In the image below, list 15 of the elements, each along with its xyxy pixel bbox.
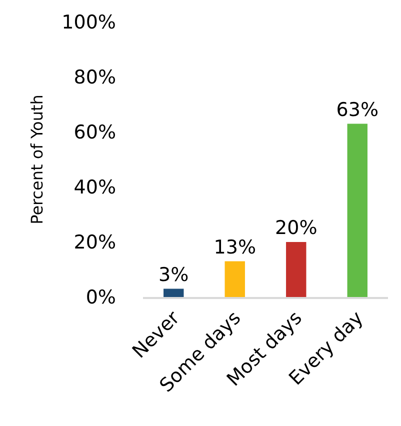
data-label: 3% (158, 264, 189, 286)
y-tick-label: 40% (74, 176, 116, 199)
bar (164, 288, 184, 297)
y-tick-label: 80% (74, 66, 116, 89)
y-tick-label: 100% (62, 12, 116, 34)
data-label: 63% (336, 98, 378, 121)
y-tick-label: 20% (74, 232, 116, 254)
bar (224, 261, 245, 297)
y-axis-title: Percent of Youth (28, 94, 47, 224)
data-label: 13% (214, 236, 256, 258)
bar (286, 242, 306, 297)
bar (347, 124, 368, 297)
y-tick-label: 0% (86, 286, 116, 309)
data-label: 20% (275, 217, 318, 239)
y-tick-label: 60% (74, 122, 116, 144)
